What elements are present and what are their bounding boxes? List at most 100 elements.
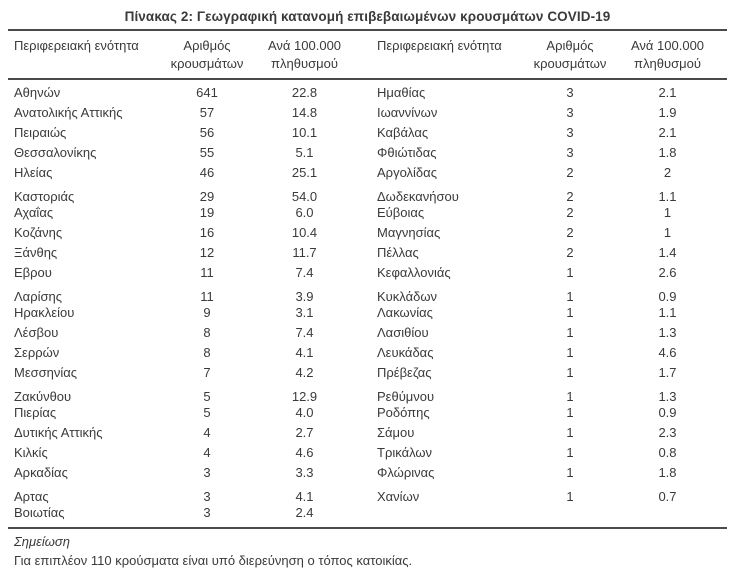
region-cell-left: Αχαΐας <box>14 205 54 220</box>
per100k-cell-right: 2.6 <box>658 265 677 280</box>
table-row: Ανατολικής Αττικής 57 14.8 Ιωαννίνων 3 1.9 <box>14 103 720 123</box>
column-gap-spacer <box>357 423 377 443</box>
region-cell-right: Φλώρινας <box>377 465 435 480</box>
cases-cell-left: 46 <box>199 165 215 180</box>
cases-cell-right: 3 <box>566 145 574 160</box>
table-row: Λαρίσης 11 3.9 Κυκλάδων 1 0.9 <box>14 283 720 304</box>
region-cell-right <box>377 503 525 523</box>
region-cell-left: Ανατολικής Αττικής <box>14 105 123 120</box>
per100k-cell-left: 4.2 <box>295 365 314 380</box>
table-row: Πιερίας 5 4.0 Ροδόπης 1 0.9 <box>14 403 720 423</box>
table-row: Θεσσαλονίκης 55 5.1 Φθιώτιδας 3 1.8 <box>14 143 720 163</box>
cases-cell-right: 3 <box>566 105 574 120</box>
table-row: Κιλκίς 4 4.6 Τρικάλων 1 0.8 <box>14 443 720 463</box>
table-row: Αχαΐας 19 6.0 Εύβοιας 2 1 <box>14 203 720 223</box>
header-per100k-right-line1: Ανά 100.000 <box>630 38 705 53</box>
region-cell-left: Καστοριάς <box>14 189 75 204</box>
region-cell-left: Ξάνθης <box>14 245 58 260</box>
per100k-cell-left: 11.7 <box>292 245 317 260</box>
column-gap-spacer <box>357 123 377 143</box>
region-cell-right: Σάμου <box>377 425 415 440</box>
region-cell-right: Εύβοιας <box>377 205 425 220</box>
per100k-cell-right: 2.1 <box>658 85 677 100</box>
region-cell-right: Λασιθίου <box>377 325 429 340</box>
region-cell-left: Κιλκίς <box>14 445 48 460</box>
note-label: Σημείωση <box>14 534 70 549</box>
per100k-cell-right: 2.3 <box>658 425 677 440</box>
table-row: Εβρου 11 7.4 Κεφαλλονιάς 1 2.6 <box>14 263 720 283</box>
region-cell-left: Εβρου <box>14 265 52 280</box>
region-cell-right: Χανίων <box>377 489 420 504</box>
cases-cell-right: 3 <box>566 125 574 140</box>
per100k-cell-right: 1.9 <box>658 105 677 120</box>
table-row: Αρτας 3 4.1 Χανίων 1 0.7 <box>14 483 720 504</box>
header-region-right: Περιφερειακή ενότητα <box>377 38 502 53</box>
per100k-cell-left: 7.4 <box>295 325 314 340</box>
per100k-cell-left: 3.3 <box>295 465 314 480</box>
cases-cell-left: 9 <box>203 305 211 320</box>
cases-cell-left: 3 <box>203 489 211 504</box>
region-cell-left: Δυτικής Αττικής <box>14 425 103 440</box>
cases-cell-left: 5 <box>203 405 211 420</box>
cases-cell-right: 1 <box>566 465 574 480</box>
cases-cell-left: 12 <box>199 245 215 260</box>
table-row: Δυτικής Αττικής 4 2.7 Σάμου 1 2.3 <box>14 423 720 443</box>
header-per100k-right-line2: πληθυσμού <box>634 56 701 71</box>
per100k-cell-left: 10.1 <box>291 125 318 140</box>
cases-cell-right: 2 <box>566 165 574 180</box>
column-gap-spacer <box>357 263 377 283</box>
per100k-cell-right: 2.1 <box>658 125 677 140</box>
per100k-cell-right: 1.8 <box>658 145 677 160</box>
table-row: Βοιωτίας 3 2.4 <box>14 503 720 523</box>
per100k-cell-right <box>615 503 720 523</box>
cases-cell-right: 1 <box>566 445 574 460</box>
per100k-cell-right: 2 <box>663 165 672 180</box>
per100k-cell-right: 1.1 <box>658 189 677 204</box>
table-row: Πειραιώς 56 10.1 Καβάλας 3 2.1 <box>14 123 720 143</box>
table-row: Μεσσηνίας 7 4.2 Πρέβεζας 1 1.7 <box>14 363 720 383</box>
per100k-cell-right: 1.7 <box>658 365 677 380</box>
header-cases-left-line1: Αριθμός <box>183 38 231 53</box>
column-gap-spacer <box>357 103 377 123</box>
region-cell-left: Λαρίσης <box>14 289 63 304</box>
per100k-cell-right: 1.3 <box>658 389 677 404</box>
cases-cell-left: 641 <box>196 85 218 100</box>
region-cell-left: Μεσσηνίας <box>14 365 78 380</box>
per100k-cell-right: 1.8 <box>658 465 677 480</box>
column-gap-spacer <box>357 463 377 483</box>
header-cases-right: Αριθμός κρουσμάτων <box>525 37 615 73</box>
per100k-cell-right: 0.9 <box>658 289 677 304</box>
region-cell-left: Αρκαδίας <box>14 465 68 480</box>
cases-cell-right: 1 <box>566 365 574 380</box>
cases-cell-right: 1 <box>566 289 574 304</box>
column-gap-spacer <box>357 203 377 223</box>
column-gap-spacer <box>357 443 377 463</box>
region-cell-left: Θεσσαλονίκης <box>14 145 97 160</box>
table-row: Καστοριάς 29 54.0 Δωδεκανήσου 2 1.1 <box>14 183 720 204</box>
region-cell-right: Πρέβεζας <box>377 365 432 380</box>
column-gap-spacer <box>357 37 377 73</box>
header-cases-right-line1: Αριθμός <box>546 38 594 53</box>
per100k-cell-left: 12.9 <box>291 389 318 404</box>
per100k-cell-left: 2.4 <box>295 505 314 520</box>
cases-cell-right: 2 <box>566 225 574 240</box>
column-gap-spacer <box>357 403 377 423</box>
column-gap-spacer <box>357 323 377 343</box>
cases-cell-right: 1 <box>566 325 574 340</box>
header-cases-left-line2: κρουσμάτων <box>170 56 244 71</box>
region-cell-right: Φθιώτιδας <box>377 145 437 160</box>
per100k-cell-left: 14.8 <box>291 105 318 120</box>
region-cell-right: Ιωαννίνων <box>377 105 438 120</box>
per100k-cell-right: 0.8 <box>658 445 677 460</box>
per100k-cell-left: 2.7 <box>295 425 314 440</box>
cases-cell-left: 19 <box>199 205 215 220</box>
header-cases-left: Αριθμός κρουσμάτων <box>162 37 252 73</box>
region-cell-left: Πειραιώς <box>14 125 67 140</box>
region-cell-right: Μαγνησίας <box>377 225 441 240</box>
per100k-cell-left: 22.8 <box>291 85 318 100</box>
per100k-cell-left: 4.1 <box>295 489 314 504</box>
table-row: Κοζάνης 16 10.4 Μαγνησίας 2 1 <box>14 223 720 243</box>
region-cell-right: Ημαθίας <box>377 85 426 100</box>
region-cell-left: Αθηνών <box>14 85 61 100</box>
